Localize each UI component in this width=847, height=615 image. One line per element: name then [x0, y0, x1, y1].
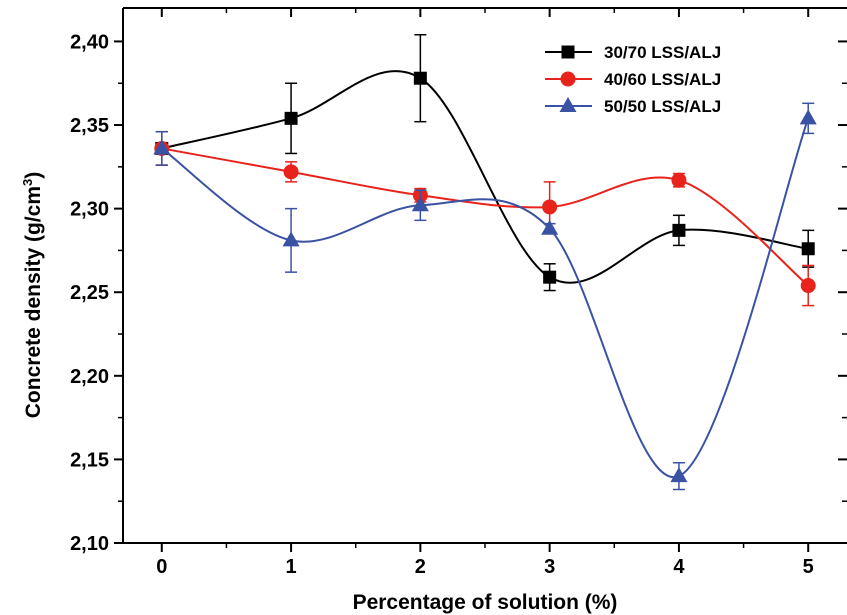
x-tick-label: 4: [673, 556, 685, 578]
legend: 30/70 LSS/ALJ 40/60 LSS/ALJ 50/50 LSS/ALJ: [545, 43, 721, 116]
series-square: [155, 34, 815, 292]
y-axis-label: Concrete density (g/cm3): [20, 172, 45, 418]
y-axis-label-close: ): [22, 172, 45, 179]
data-point: [543, 270, 557, 284]
data-point: [541, 219, 559, 235]
data-point: [153, 139, 171, 155]
x-tick-label: 1: [286, 556, 297, 578]
series-line: [161, 118, 810, 479]
data-point: [800, 278, 816, 294]
legend-label: 30/70 LSS/ALJ: [604, 43, 721, 62]
data-point: [672, 223, 686, 237]
axes-layer: 0 1 2 3 4 5 2,10 2,15 2,20 2,25 2,30 2,35 2,40: [70, 7, 847, 578]
y-tick-label: 2,20: [70, 366, 109, 388]
legend-marker: [561, 45, 575, 59]
data-point: [670, 467, 688, 483]
series-circle: [154, 130, 816, 307]
y-tick-label: 2,15: [70, 449, 109, 471]
x-tick-label: 0: [156, 556, 167, 578]
series-layer: [153, 34, 817, 491]
data-point: [413, 71, 427, 85]
y-tick-label: 2,40: [70, 31, 109, 53]
data-point: [282, 231, 300, 247]
data-point: [671, 172, 687, 188]
data-point: [799, 109, 817, 125]
y-tick-label: 2,35: [70, 115, 109, 137]
legend-item: 30/70 LSS/ALJ: [545, 43, 721, 62]
data-point: [801, 242, 815, 256]
data-point: [284, 111, 298, 125]
y-tick-label: 2,30: [70, 199, 109, 221]
data-point: [411, 196, 429, 212]
series-line: [161, 147, 809, 287]
legend-label: 50/50 LSS/ALJ: [604, 97, 721, 116]
series-triangle: [153, 102, 817, 491]
data-point: [542, 199, 558, 215]
y-axis-label-main: Concrete density (g/cm: [22, 186, 45, 418]
legend-label: 40/60 LSS/ALJ: [604, 70, 721, 89]
x-tick-label: 2: [415, 556, 426, 578]
legend-marker: [560, 71, 576, 87]
legend-marker: [559, 97, 577, 112]
x-tick-label: 3: [544, 556, 555, 578]
y-tick-label: 2,25: [70, 282, 109, 304]
legend-item: 50/50 LSS/ALJ: [545, 97, 721, 116]
x-tick-label: 5: [803, 556, 814, 578]
y-tick-label: 2,10: [70, 533, 109, 555]
data-point: [283, 164, 299, 180]
y-axis-label-sup: 3: [20, 179, 35, 186]
x-axis-label: Percentage of solution (%): [353, 591, 618, 614]
legend-item: 40/60 LSS/ALJ: [545, 70, 721, 89]
